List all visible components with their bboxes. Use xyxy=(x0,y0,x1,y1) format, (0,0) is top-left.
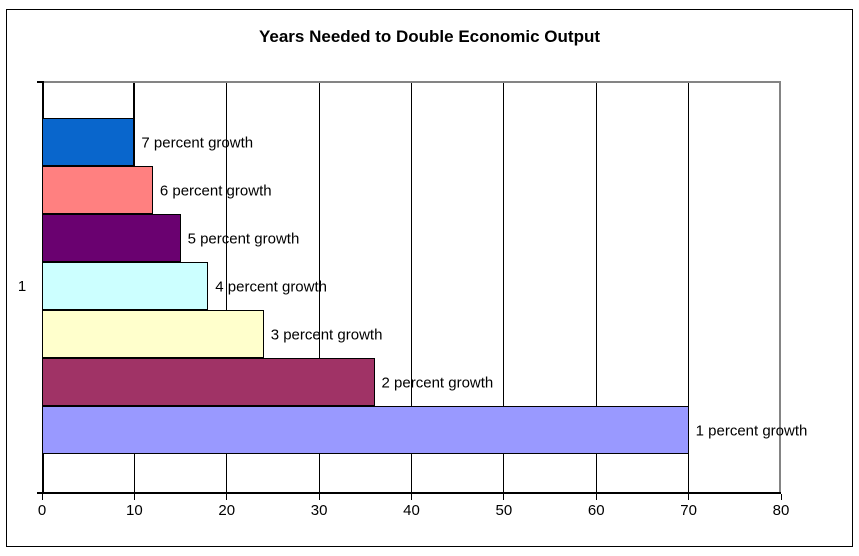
category-axis-label: 1 xyxy=(17,278,27,295)
x-axis-tick-label: 70 xyxy=(680,502,697,519)
bar xyxy=(42,214,181,262)
bar xyxy=(42,166,153,214)
bar-label: 5 percent growth xyxy=(187,230,300,248)
bar xyxy=(42,262,209,310)
chart-title: Years Needed to Double Economic Output xyxy=(259,27,600,46)
bar-label: 1 percent growth xyxy=(695,422,808,440)
bar xyxy=(42,118,135,166)
category-axis-tick xyxy=(37,81,42,83)
x-axis-tick xyxy=(133,494,135,500)
plot-border-right xyxy=(779,81,781,494)
gridline xyxy=(595,81,597,492)
gridline xyxy=(411,81,412,492)
x-axis-tick-label: 60 xyxy=(587,502,605,519)
bar-label: 7 percent growth xyxy=(141,134,254,152)
x-axis-tick xyxy=(595,494,597,500)
x-axis-tick-label: 20 xyxy=(218,502,236,519)
x-axis-tick-label: 0 xyxy=(37,502,47,519)
x-axis-tick-label: 30 xyxy=(310,502,328,519)
gridline-accent xyxy=(132,81,135,118)
bar-label: 4 percent growth xyxy=(215,278,327,296)
gridline xyxy=(503,81,505,492)
x-axis-line xyxy=(37,492,781,494)
x-axis-tick xyxy=(503,494,505,500)
bar xyxy=(42,406,689,454)
x-axis-tick xyxy=(688,494,690,500)
gridline xyxy=(226,81,228,492)
gridline xyxy=(318,81,320,492)
bar-label: 3 percent growth xyxy=(270,326,383,344)
x-axis-tick-label: 10 xyxy=(126,502,143,519)
gridline xyxy=(688,81,690,492)
x-axis-tick xyxy=(780,494,782,500)
x-axis-tick xyxy=(411,494,412,500)
bar xyxy=(42,310,264,358)
bar xyxy=(42,358,375,406)
x-axis-tick-label: 80 xyxy=(772,502,790,519)
plot-area: 7 percent growth 6 percent growth 5 percen… xyxy=(37,81,807,519)
x-axis-tick xyxy=(226,494,228,500)
x-axis-tick-label: 50 xyxy=(495,502,513,519)
x-axis-tick-label: 40 xyxy=(403,502,420,519)
x-axis-tick xyxy=(318,494,320,500)
bar-label: 6 percent growth xyxy=(159,182,272,200)
bar-label: 2 percent growth xyxy=(381,374,494,392)
plot-border-top xyxy=(42,81,781,83)
x-axis-tick xyxy=(42,494,43,500)
